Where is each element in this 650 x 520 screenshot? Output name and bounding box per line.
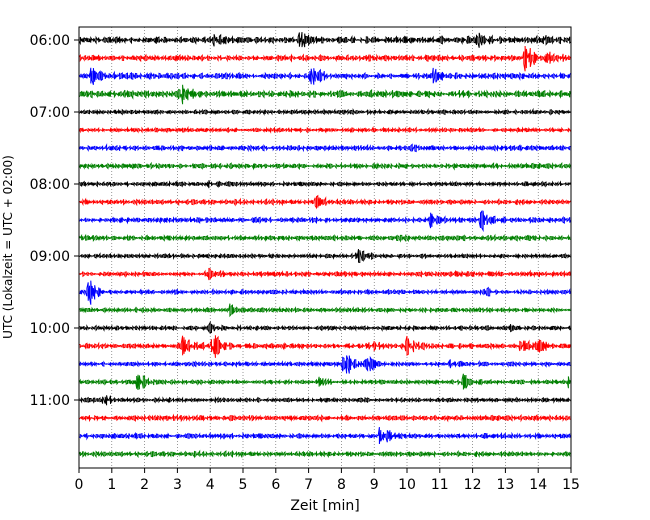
x-axis: 0 1 2 3 4 5 6 7 8 9 10 11 12 13 14 15 xyxy=(75,468,580,493)
trace-1015 xyxy=(78,335,572,358)
trace-0615 xyxy=(78,45,572,72)
trace-1100 xyxy=(78,395,572,406)
trace-1000 xyxy=(78,320,572,334)
x-tick-label-8: 8 xyxy=(337,477,346,493)
y-tick-label-1100: 11:00 xyxy=(30,393,70,409)
x-tick-label-0: 0 xyxy=(75,477,84,493)
trace-0845 xyxy=(78,233,572,243)
trace-1115 xyxy=(78,413,572,423)
trace-1145 xyxy=(78,449,572,459)
trace-0600 xyxy=(78,32,572,48)
trace-0930 xyxy=(78,280,572,305)
x-tick-label-2: 2 xyxy=(140,477,149,493)
x-tick-label-10: 10 xyxy=(398,477,416,493)
trace-0945 xyxy=(78,303,572,318)
x-tick-label-4: 4 xyxy=(206,477,215,493)
trace-0830 xyxy=(78,209,572,233)
trace-0900 xyxy=(78,249,572,263)
x-tick-label-3: 3 xyxy=(173,477,182,493)
x-tick-label-6: 6 xyxy=(271,477,280,493)
y-axis: 06:00 07:00 08:00 09:00 10:00 11:00 xyxy=(30,33,79,409)
trace-0700 xyxy=(78,107,572,116)
y-tick-label-0800: 08:00 xyxy=(30,177,70,193)
y-tick-label-0700: 07:00 xyxy=(30,105,70,121)
x-tick-label-1: 1 xyxy=(107,477,116,493)
trace-0915 xyxy=(78,267,572,281)
trace-0715 xyxy=(78,125,572,134)
y-tick-label-0600: 06:00 xyxy=(30,33,70,49)
trace-0730 xyxy=(78,143,572,153)
plot-border xyxy=(78,26,572,469)
y-axis-label: UTC (Lokalzeit = UTC + 02:00) xyxy=(1,155,15,339)
x-axis-label: Zeit [min] xyxy=(290,498,359,514)
x-tick-label-9: 9 xyxy=(370,477,379,493)
x-tick-label-5: 5 xyxy=(239,477,248,493)
x-tick-label-15: 15 xyxy=(562,477,580,493)
trace-0645 xyxy=(78,84,572,105)
y-tick-label-1000: 10:00 xyxy=(30,321,70,337)
trace-layer xyxy=(78,32,572,459)
y-tick-label-0900: 09:00 xyxy=(30,249,70,265)
trace-1045 xyxy=(78,373,572,391)
x-tick-label-11: 11 xyxy=(431,477,449,493)
plot-frame xyxy=(79,27,571,468)
trace-0745 xyxy=(78,161,572,171)
x-tick-label-7: 7 xyxy=(304,477,313,493)
trace-0800 xyxy=(78,180,572,189)
trace-1130 xyxy=(78,427,572,445)
trace-0815 xyxy=(78,194,572,210)
trace-0630 xyxy=(78,67,572,85)
x-tick-label-13: 13 xyxy=(496,477,514,493)
trace-1030 xyxy=(78,355,572,374)
x-tick-label-14: 14 xyxy=(529,477,547,493)
x-tick-label-12: 12 xyxy=(464,477,482,493)
